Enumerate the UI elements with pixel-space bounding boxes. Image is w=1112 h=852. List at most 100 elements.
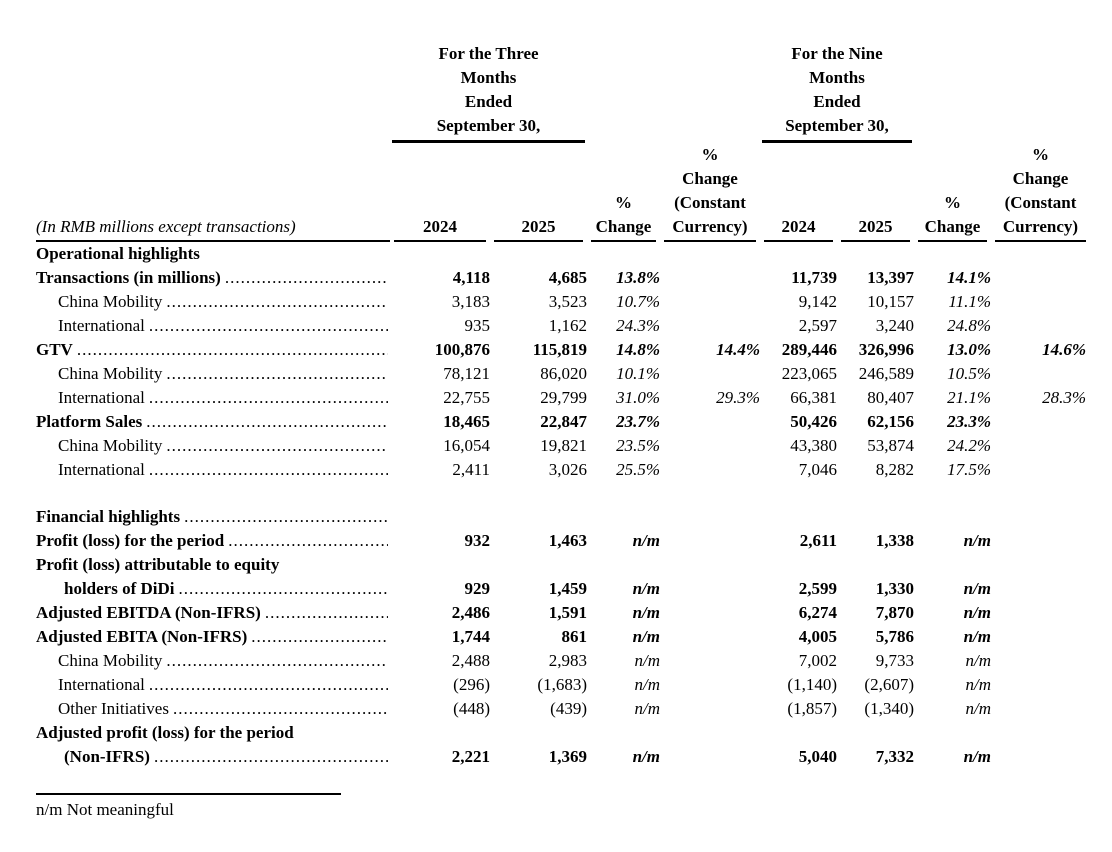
value-cell: 24.3% <box>616 316 660 335</box>
value-cell: 4,118 <box>452 268 490 287</box>
value-cell: 18,465 <box>443 412 490 431</box>
row-label: International <box>58 388 145 407</box>
value-cell: 5,786 <box>875 627 914 646</box>
value-cell <box>760 242 837 266</box>
value-cell <box>991 290 1090 314</box>
value-cell: 28.3% <box>1042 388 1086 407</box>
value-cell <box>914 505 991 529</box>
value-cell <box>991 458 1090 482</box>
value-cell: 7,332 <box>875 747 914 766</box>
value-cell: 50,426 <box>790 412 837 431</box>
value-cell: 13.0% <box>947 340 991 359</box>
value-cell <box>837 505 914 529</box>
value-cell: 326,996 <box>858 340 914 359</box>
value-cell <box>991 362 1090 386</box>
value-cell: 1,459 <box>548 579 587 598</box>
value-cell: 10,157 <box>867 292 914 311</box>
value-cell: 24.8% <box>947 316 991 335</box>
financial-highlights-table: For the Three Months Ended September 30,… <box>36 42 1090 769</box>
value-cell <box>660 266 760 290</box>
dot-leader <box>149 314 388 338</box>
value-cell <box>660 242 760 266</box>
value-cell: 25.5% <box>616 460 660 479</box>
value-cell <box>991 553 1090 601</box>
dot-leader <box>184 505 388 529</box>
value-cell: 11.1% <box>948 292 991 311</box>
row-label: Profit (loss) attributable to equity <box>36 555 280 574</box>
table-row: Profit (loss) attributable to equity hold… <box>36 553 1090 601</box>
value-cell: 10.1% <box>616 364 660 383</box>
row-label: Adjusted EBITA (Non-IFRS) <box>36 627 248 646</box>
table-row: GTV 100,876 115,819 14.8% 14.4% 289,446 326,99… <box>36 338 1090 362</box>
value-cell: 7,870 <box>875 603 914 622</box>
nine-months-group-header: For the Nine Months Ended September 30, <box>762 42 912 143</box>
value-cell <box>991 434 1090 458</box>
value-cell: 1,162 <box>548 316 587 335</box>
row-label: Profit (loss) for the period <box>36 531 225 550</box>
value-cell: 1,463 <box>548 531 587 550</box>
value-cell: n/m <box>963 579 991 598</box>
table-row: Transactions (in millions) 4,118 4,685 13.8… <box>36 266 1090 290</box>
value-cell: 17.5% <box>947 460 991 479</box>
value-cell: 2,486 <box>451 603 490 622</box>
value-cell: 8,282 <box>875 460 914 479</box>
table-row: Platform Sales 18,465 22,847 23.7% 50,426 62,… <box>36 410 1090 434</box>
footnote-text: n/m Not meaningful <box>36 800 174 819</box>
group-header-line: September 30, <box>436 116 541 135</box>
value-cell: n/m <box>965 675 992 694</box>
value-cell: n/m <box>634 675 661 694</box>
dot-leader <box>166 290 388 314</box>
col-header-constant-currency-3m: % Change (Constant Currency) <box>664 143 756 242</box>
value-cell: 3,523 <box>548 292 587 311</box>
value-cell: 5,040 <box>798 747 837 766</box>
value-cell <box>660 721 760 769</box>
value-cell <box>991 721 1090 769</box>
group-header-line: For the Nine <box>791 44 883 63</box>
row-label: Adjusted EBITDA (Non-IFRS) <box>36 603 261 622</box>
value-cell: 24.2% <box>947 436 991 455</box>
table-row: International 2,411 3,026 25.5% 7,046 8,282 17… <box>36 458 1090 482</box>
value-cell <box>991 410 1090 434</box>
spacer-row <box>36 482 1090 505</box>
value-cell: 14.4% <box>716 340 760 359</box>
row-label: China Mobility <box>58 292 163 311</box>
value-cell: 3,026 <box>548 460 587 479</box>
row-label: Transactions (in millions) <box>36 268 221 287</box>
value-cell: 23.7% <box>616 412 660 431</box>
unit-label: (In RMB millions except transactions) <box>36 215 390 242</box>
value-cell: 21.1% <box>947 388 991 407</box>
row-label: Platform Sales <box>36 412 143 431</box>
value-cell <box>490 242 587 266</box>
dot-leader <box>228 529 388 553</box>
group-header-line: September 30, <box>785 116 889 135</box>
value-cell: (448) <box>453 699 490 718</box>
value-cell: 935 <box>464 316 491 335</box>
value-cell: 53,874 <box>867 436 914 455</box>
value-cell: (1,857) <box>787 699 837 718</box>
column-header-row: (In RMB millions except transactions) 20… <box>36 143 1090 242</box>
row-label: holders of DiDi <box>64 579 175 598</box>
value-cell: n/m <box>632 531 660 550</box>
dot-leader <box>149 386 388 410</box>
row-label: International <box>58 675 145 694</box>
value-cell: 2,983 <box>548 651 587 670</box>
value-cell: 22,847 <box>540 412 587 431</box>
value-cell: 14.8% <box>616 340 660 359</box>
value-cell: 78,121 <box>443 364 490 383</box>
value-cell <box>991 314 1090 338</box>
value-cell: 1,591 <box>548 603 587 622</box>
value-cell <box>587 242 660 266</box>
value-cell: n/m <box>634 651 661 670</box>
value-cell <box>991 697 1090 721</box>
value-cell: n/m <box>965 699 992 718</box>
value-cell <box>660 434 760 458</box>
value-cell <box>991 242 1090 266</box>
value-cell: (1,340) <box>864 699 914 718</box>
row-label: Financial highlights <box>36 507 181 526</box>
value-cell: 2,488 <box>451 651 490 670</box>
unit-label-text: (In RMB millions except transactions) <box>36 217 296 236</box>
row-label: International <box>58 460 145 479</box>
value-cell <box>991 505 1090 529</box>
value-cell <box>587 505 660 529</box>
